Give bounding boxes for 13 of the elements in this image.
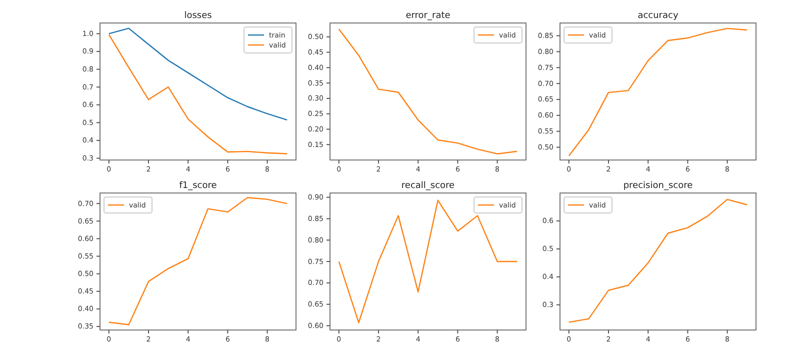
chart-title: f1_score	[179, 181, 218, 191]
chart-title: losses	[184, 11, 212, 21]
line-series	[108, 34, 288, 154]
chart-title: precision_score	[623, 181, 694, 191]
line-series	[568, 198, 748, 323]
chart-title: accuracy	[638, 11, 679, 21]
line-series	[568, 28, 748, 156]
line-series	[338, 200, 518, 324]
line-series	[108, 28, 288, 121]
chart-title: recall_score	[401, 181, 456, 191]
chart-title: error_rate	[406, 11, 451, 21]
line-series	[108, 196, 288, 326]
line-series	[338, 28, 518, 154]
